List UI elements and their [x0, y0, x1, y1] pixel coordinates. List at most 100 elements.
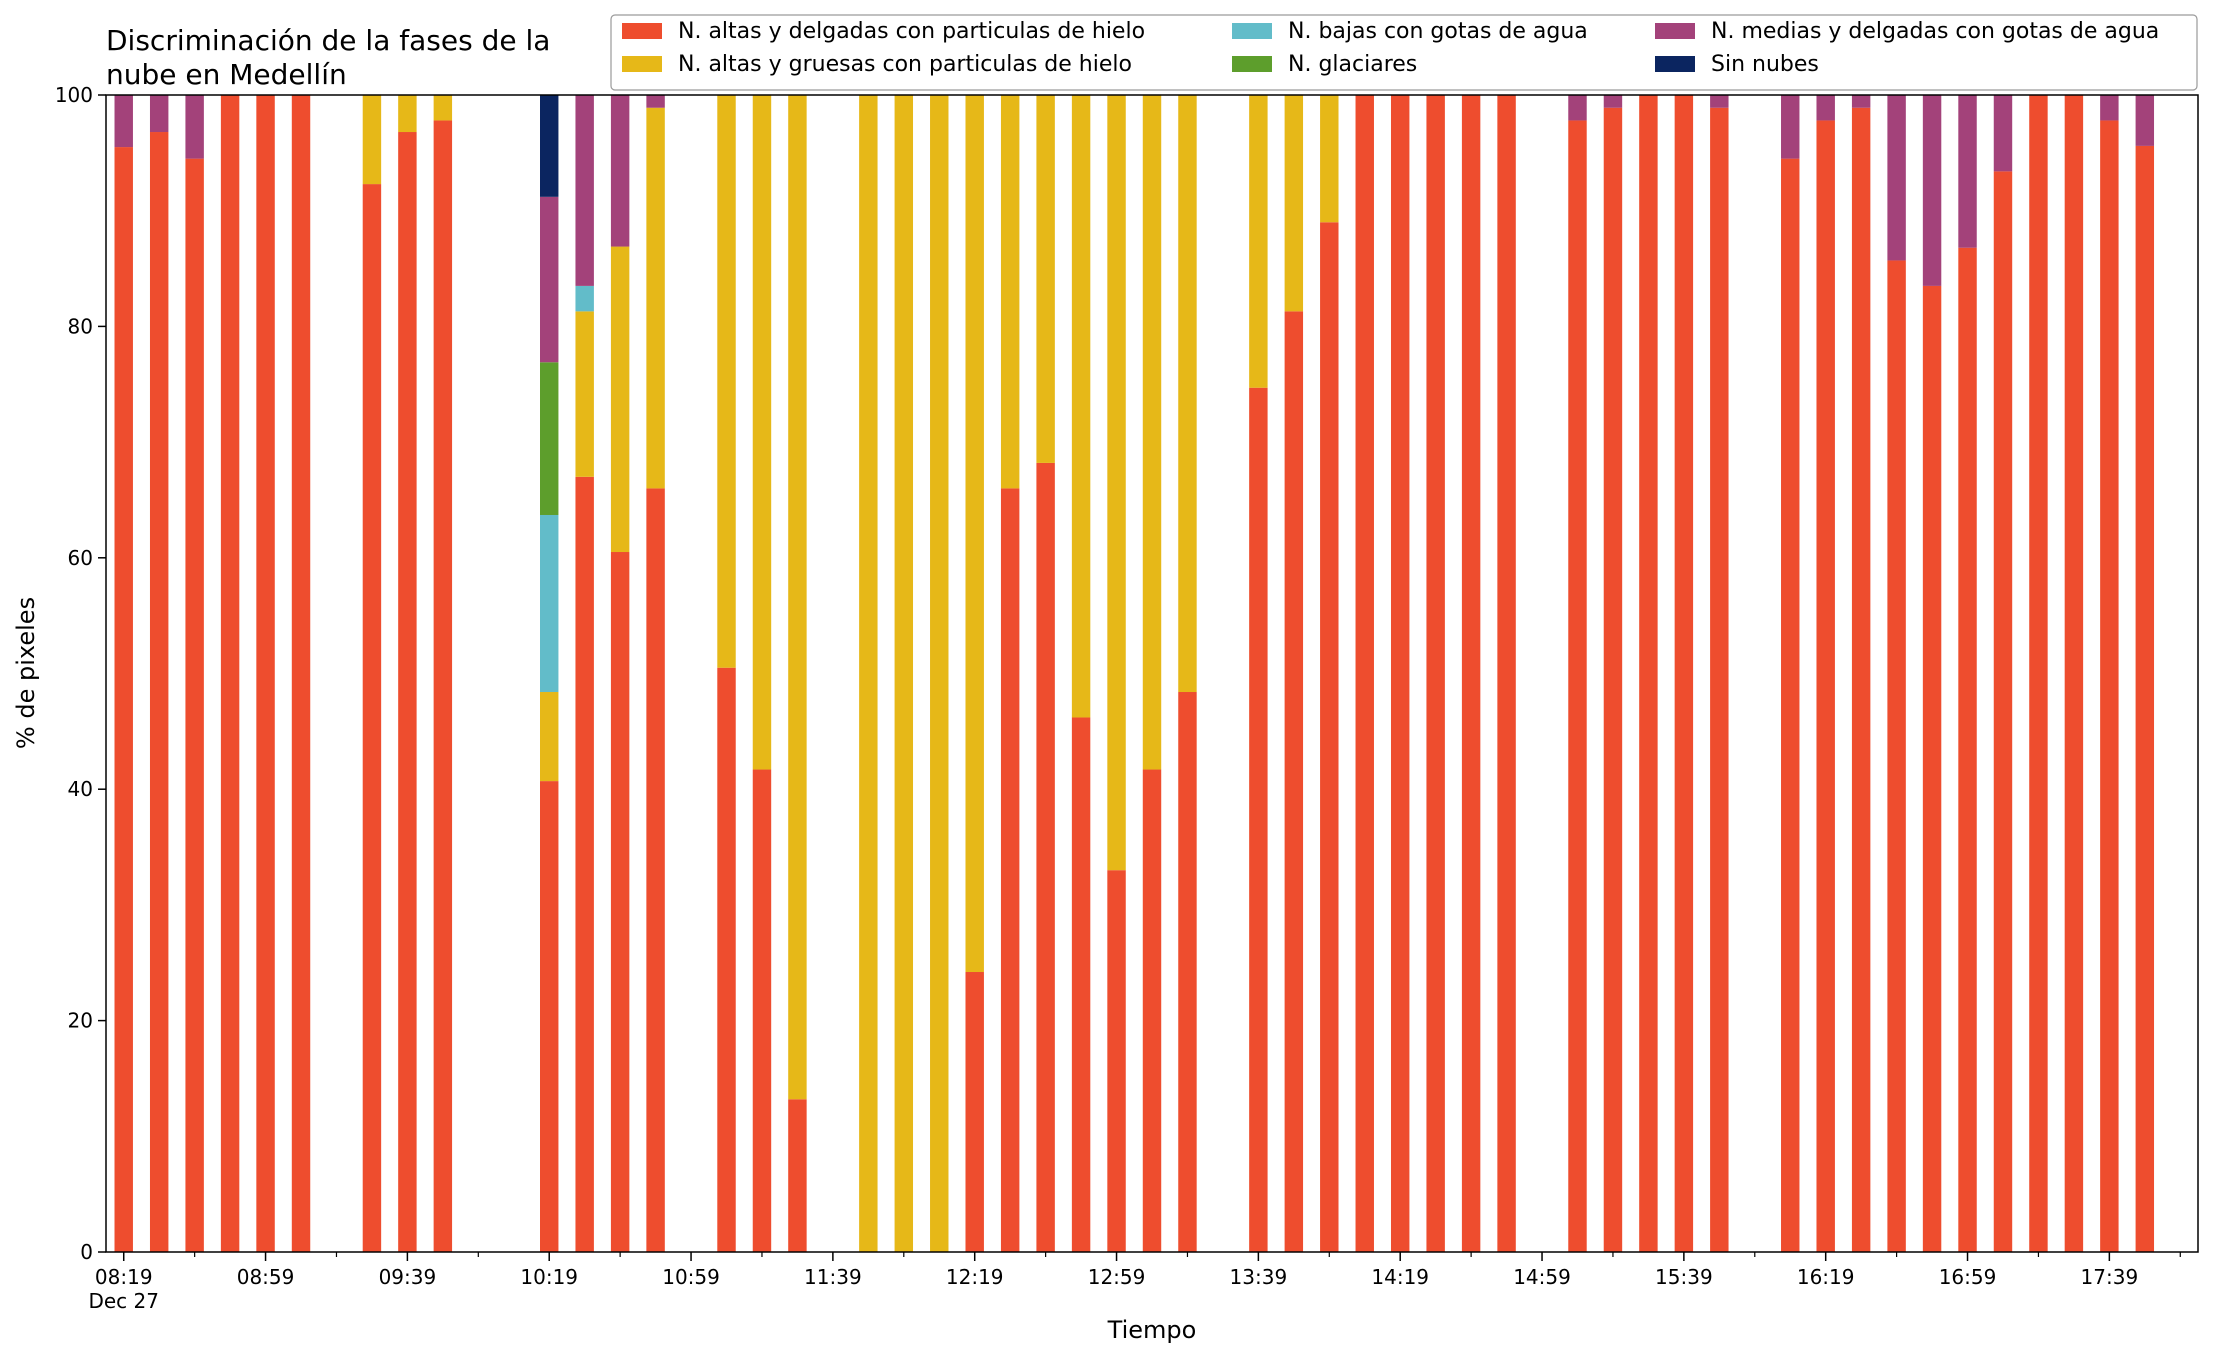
bar-segment-0: [1320, 222, 1339, 1252]
bar-segment-1: [1320, 95, 1339, 223]
bar-segment-0: [610, 552, 630, 1252]
bar-segment-0: [185, 158, 204, 1252]
bar-segment-1: [1071, 95, 1091, 718]
x-tick-label: 08:59: [237, 1265, 295, 1289]
bar-segment-2: [575, 285, 594, 312]
x-tick-label: 09:39: [379, 1265, 437, 1289]
bar-segment-1: [930, 95, 949, 1252]
bar-segment-2: [540, 514, 559, 693]
bar-segment-0: [1036, 462, 1055, 1252]
x-tick-label: 08:19: [95, 1265, 153, 1289]
bar-segment-0: [1639, 95, 1658, 1252]
bar-segment-4: [1958, 95, 1977, 248]
bar-segment-1: [1107, 95, 1126, 871]
bar-segment-0: [2135, 145, 2155, 1252]
bar-segment-1: [717, 95, 736, 668]
bar-segment-0: [220, 95, 240, 1252]
bar-segment-0: [2100, 120, 2119, 1253]
bar-segment-0: [1390, 95, 1410, 1252]
bar-segment-1: [965, 95, 984, 973]
x-tick-label: 13:39: [1230, 1265, 1288, 1289]
bar-segment-0: [717, 667, 736, 1252]
bar-segment-1: [398, 95, 417, 133]
legend-swatch: [1655, 23, 1695, 39]
bar-segment-1: [752, 95, 772, 770]
legend-frame: [610, 14, 2198, 91]
x-tick-label: 16:19: [1797, 1265, 1855, 1289]
y-axis-label: % de pixeles: [12, 597, 40, 749]
bar-segment-0: [1674, 95, 1694, 1252]
x-tick-label: 14:59: [1513, 1265, 1571, 1289]
bar-segment-0: [1355, 95, 1374, 1252]
bar-segment-1: [646, 107, 665, 489]
bar-segment-0: [1497, 95, 1516, 1252]
y-tick-label: 100: [55, 83, 93, 107]
bar-segment-0: [1781, 158, 1800, 1252]
bar-segment-0: [1603, 107, 1623, 1253]
bar-segment-4: [1568, 95, 1587, 121]
bar-segment-0: [1178, 692, 1197, 1252]
legend-label: N. bajas con gotas de agua: [1288, 19, 1588, 44]
bar-segment-0: [1461, 95, 1481, 1252]
bar-segment-0: [1887, 260, 1906, 1252]
x-tick-label: 10:19: [520, 1265, 578, 1289]
bar-segment-0: [1816, 120, 1835, 1253]
bar-segment-1: [894, 95, 914, 1252]
plot-bars: [114, 95, 2155, 1253]
bar-segment-1: [540, 692, 559, 782]
bar-segment-4: [1603, 95, 1623, 108]
bar-segment-1: [1036, 95, 1055, 463]
bar-segment-0: [1993, 171, 2013, 1253]
bar-segment-0: [1426, 95, 1445, 1252]
y-tick-label: 80: [68, 314, 93, 338]
legend-label: Sin nubes: [1711, 52, 1819, 77]
chart-title-line: Discriminación de la fases de la: [106, 24, 550, 57]
bar-segment-0: [1710, 107, 1729, 1253]
bar-segment-0: [965, 972, 984, 1252]
bar-segment-3: [540, 362, 559, 515]
bar-segment-0: [1568, 120, 1587, 1253]
bar-segment-1: [433, 95, 453, 121]
bar-segment-4: [646, 95, 665, 108]
bar-segment-0: [1107, 870, 1126, 1252]
bar-segment-4: [114, 95, 133, 148]
bar-segment-1: [362, 95, 382, 185]
bar-segment-1: [575, 311, 594, 477]
bar-segment-0: [1958, 247, 1977, 1253]
bar-segment-0: [1851, 107, 1871, 1253]
legend-label: N. altas y delgadas con particulas de hi…: [678, 19, 1145, 44]
legend-label: N. glaciares: [1288, 52, 1417, 77]
x-tick-label: 17:39: [2081, 1265, 2139, 1289]
bar-segment-0: [1249, 387, 1268, 1253]
y-tick-label: 20: [68, 1009, 93, 1033]
y-tick-label: 0: [80, 1240, 93, 1264]
bar-segment-0: [752, 769, 772, 1252]
legend-swatch: [622, 56, 662, 72]
bar-segment-0: [1142, 769, 1162, 1252]
legend-swatch: [622, 23, 662, 39]
bar-segment-1: [610, 246, 630, 553]
bar-segment-4: [149, 95, 169, 133]
bar-segment-4: [2100, 95, 2119, 121]
bar-segment-4: [185, 95, 204, 159]
bar-segment-4: [1816, 95, 1835, 121]
bar-segment-0: [2064, 95, 2084, 1252]
bar-segment-0: [575, 476, 594, 1252]
bar-segment-0: [114, 147, 133, 1252]
bar-segment-0: [1284, 311, 1304, 1252]
bar-segment-0: [291, 95, 311, 1252]
bar-segment-0: [149, 132, 169, 1252]
bar-segment-0: [1922, 285, 1942, 1252]
x-axis-label: Tiempo: [1107, 1316, 1197, 1344]
bar-segment-4: [1922, 95, 1942, 286]
chart-title-line: nube en Medellín: [106, 58, 347, 91]
x-date-label: Dec 27: [88, 1289, 159, 1313]
legend: N. altas y delgadas con particulas de hi…: [610, 14, 2198, 91]
x-tick-label: 12:59: [1088, 1265, 1146, 1289]
legend-swatch: [1655, 56, 1695, 72]
bar-segment-0: [398, 132, 417, 1252]
x-tick-label: 14:19: [1371, 1265, 1429, 1289]
y-tick-label: 40: [68, 777, 93, 801]
x-tick-label: 12:19: [946, 1265, 1004, 1289]
